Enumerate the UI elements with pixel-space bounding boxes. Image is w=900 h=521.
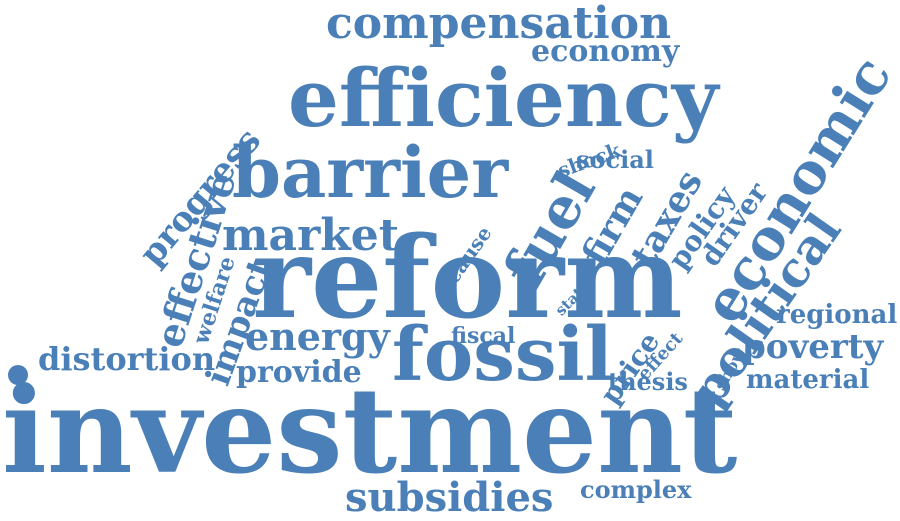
- word-regional: regional: [776, 300, 898, 330]
- word-economy: economy: [531, 34, 680, 69]
- word-fossil: fossil: [392, 312, 613, 398]
- word-market: market: [222, 210, 400, 261]
- word-thesis: thesis: [608, 367, 688, 396]
- word-distortion: distortion: [38, 340, 216, 378]
- word-complex: complex: [580, 475, 692, 504]
- word-subsidies: subsidies: [345, 474, 554, 521]
- word-compensation: compensation: [326, 0, 672, 49]
- word-efficiency: efficiency: [288, 51, 719, 145]
- word-provide: provide: [236, 355, 362, 390]
- word-investment: investment: [2, 361, 738, 500]
- word-energy: energy: [245, 314, 390, 359]
- word-fiscal: fiscal: [451, 323, 516, 349]
- word-material: material: [746, 365, 870, 395]
- word-poverty: poverty: [742, 327, 884, 367]
- word-barrier: barrier: [232, 131, 509, 214]
- word-reform: reform: [252, 213, 683, 344]
- bullet-dot: [8, 365, 28, 385]
- word-social: social: [576, 145, 654, 174]
